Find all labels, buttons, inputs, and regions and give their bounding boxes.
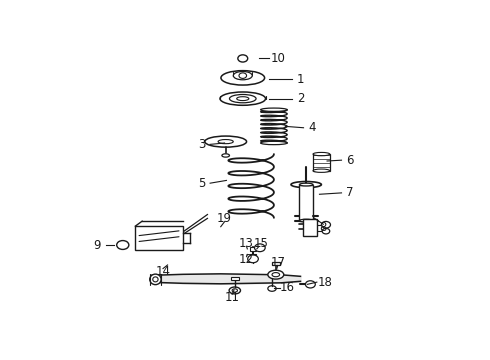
Ellipse shape [205, 136, 246, 147]
Ellipse shape [150, 274, 161, 285]
Bar [135, 226, 183, 250]
Bar [250, 247, 256, 251]
Ellipse shape [237, 97, 249, 100]
Bar [272, 262, 280, 265]
Text: 16: 16 [280, 281, 294, 294]
Circle shape [254, 244, 265, 252]
Circle shape [321, 221, 330, 228]
Circle shape [238, 55, 248, 62]
Text: 10: 10 [270, 52, 285, 65]
Circle shape [117, 240, 129, 249]
Circle shape [305, 281, 315, 288]
Circle shape [239, 73, 246, 78]
Ellipse shape [153, 277, 158, 282]
Circle shape [248, 255, 258, 263]
Ellipse shape [261, 141, 287, 145]
Text: 19: 19 [217, 212, 232, 225]
Ellipse shape [268, 270, 284, 279]
Circle shape [322, 228, 330, 234]
Ellipse shape [229, 94, 256, 103]
Text: 5: 5 [198, 177, 205, 190]
Text: 4: 4 [308, 121, 316, 134]
Ellipse shape [232, 289, 238, 292]
Bar [231, 276, 239, 280]
Ellipse shape [313, 169, 330, 172]
Ellipse shape [233, 72, 252, 80]
Ellipse shape [268, 286, 276, 291]
Text: 2: 2 [297, 92, 304, 105]
Ellipse shape [220, 92, 266, 105]
Text: 6: 6 [346, 154, 354, 167]
Ellipse shape [261, 108, 287, 111]
Text: 11: 11 [224, 291, 240, 304]
Text: 17: 17 [270, 256, 285, 269]
Bar [299, 185, 313, 221]
Ellipse shape [218, 140, 233, 144]
Bar [303, 219, 317, 236]
Bar [313, 154, 330, 171]
Text: 7: 7 [346, 186, 354, 199]
Ellipse shape [221, 71, 265, 85]
Text: 14: 14 [155, 265, 171, 278]
Ellipse shape [299, 183, 313, 186]
Text: 13: 13 [239, 237, 254, 250]
Ellipse shape [272, 273, 280, 277]
Ellipse shape [229, 287, 241, 294]
Ellipse shape [313, 152, 330, 156]
Text: 18: 18 [318, 276, 333, 289]
Text: 8: 8 [319, 221, 327, 234]
Ellipse shape [299, 219, 313, 222]
Text: 1: 1 [297, 73, 304, 86]
Text: 12: 12 [239, 253, 254, 266]
Bar [250, 255, 256, 257]
Ellipse shape [222, 154, 229, 157]
Ellipse shape [291, 181, 321, 188]
Text: 15: 15 [253, 237, 268, 250]
Text: 3: 3 [198, 138, 205, 151]
Text: 9: 9 [94, 239, 101, 252]
